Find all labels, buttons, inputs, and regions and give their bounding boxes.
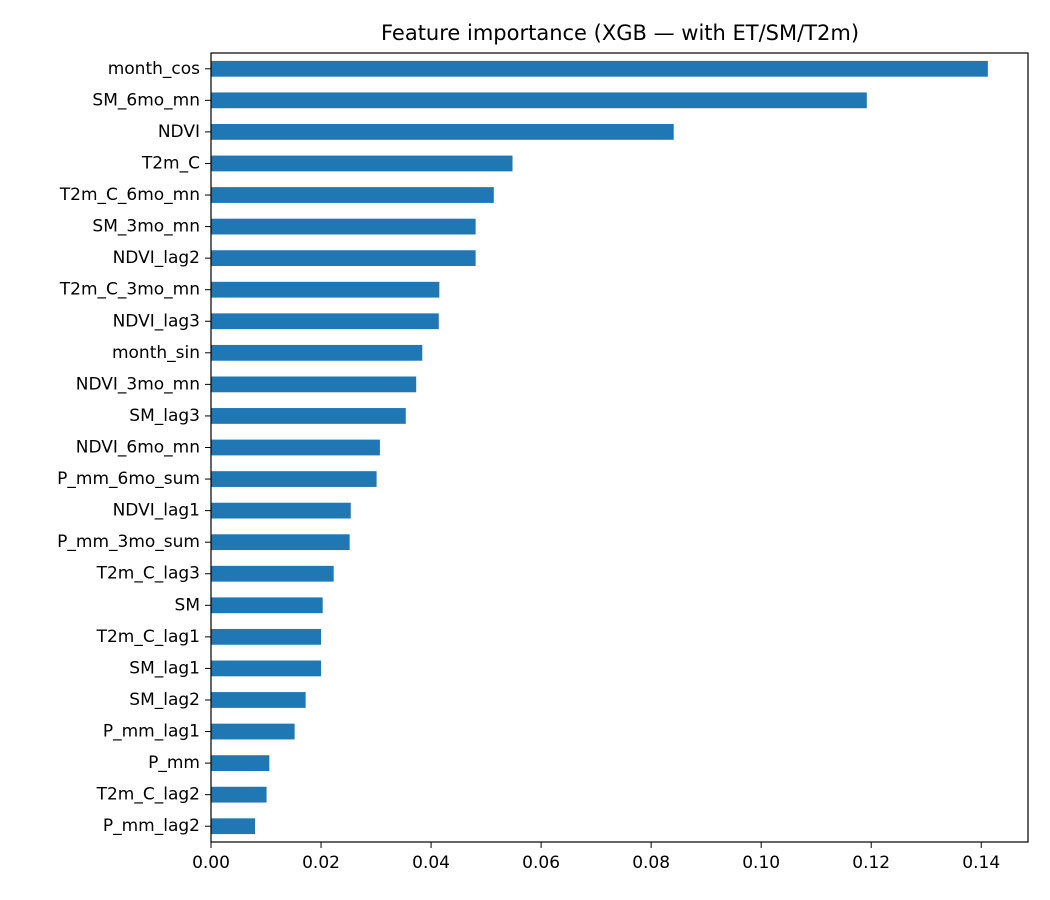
y-tick-label: SM_6mo_mn: [92, 90, 200, 110]
y-tick-label: NDVI_3mo_mn: [76, 374, 200, 394]
x-tick-label: 0.06: [522, 853, 560, 873]
bar: [211, 565, 334, 582]
y-tick-label: P_mm_3mo_sum: [57, 532, 200, 552]
bar: [211, 534, 350, 551]
bar: [211, 344, 423, 361]
bar: [211, 155, 513, 172]
y-tick-label: SM_lag2: [129, 690, 200, 710]
bar: [211, 471, 377, 487]
chart-title: Feature importance (XGB — with ET/SM/T2m…: [381, 21, 859, 45]
bar: [211, 313, 439, 330]
bar: [211, 692, 306, 708]
bar: [211, 597, 323, 614]
bar: [211, 628, 322, 645]
bar: [211, 92, 867, 109]
y-tick-label: P_mm_lag2: [103, 816, 200, 836]
plot-frame: [210, 52, 1029, 843]
y-tick-label: NDVI_lag1: [113, 501, 200, 521]
y-tick-label: NDVI: [158, 122, 200, 142]
x-tick-label: 0.12: [852, 853, 890, 873]
y-tick-label: SM_lag3: [129, 406, 200, 426]
x-tick-label: 0.02: [302, 853, 340, 873]
y-tick-label: P_mm_lag1: [103, 722, 200, 742]
bar: [211, 660, 322, 677]
y-tick-label: NDVI_6mo_mn: [76, 438, 200, 458]
y-tick-label: NDVI_lag2: [113, 248, 200, 268]
y-axis: month_cos SM_6mo_mn NDVI T2m_C T2m_C_6mo_mn S…: [57, 59, 211, 836]
y-tick-label: P_mm_6mo_sum: [57, 469, 200, 489]
x-axis: 0.00 0.02 0.04 0.06 0.08 0.10 0.12 0.14: [192, 842, 1000, 873]
y-tick-label: NDVI_lag3: [113, 311, 200, 331]
bar: [211, 124, 674, 140]
bar: [211, 250, 476, 267]
bar: [211, 60, 988, 77]
y-tick-label: T2m_C_lag3: [96, 564, 200, 584]
y-tick-label: T2m_C: [141, 153, 200, 173]
y-tick-label: T2m_C_lag1: [96, 627, 200, 647]
y-tick-label: month_cos: [108, 59, 200, 79]
x-tick-label: 0.00: [192, 853, 230, 873]
y-tick-label: SM_3mo_mn: [92, 217, 200, 237]
x-tick-label: 0.08: [632, 853, 670, 873]
bar: [211, 218, 476, 235]
x-tick-label: 0.10: [742, 853, 780, 873]
y-tick-label: T2m_C_lag2: [96, 785, 200, 805]
bar: [211, 439, 380, 456]
bar: [211, 723, 295, 740]
x-tick-label: 0.14: [962, 853, 1000, 873]
x-tick-label: 0.04: [412, 853, 450, 873]
y-tick-label: T2m_C_6mo_mn: [59, 185, 200, 205]
bar: [211, 818, 256, 835]
y-tick-label: SM_lag1: [129, 658, 200, 678]
bar: [211, 281, 440, 298]
bar: [211, 755, 270, 771]
bar: [211, 187, 494, 203]
bar: [211, 376, 417, 393]
y-tick-label: T2m_C_3mo_mn: [59, 280, 200, 300]
bar: [211, 786, 267, 803]
bar: [211, 502, 351, 519]
y-tick-label: month_sin: [112, 343, 200, 363]
y-tick-label: P_mm: [148, 753, 200, 773]
y-tick-label: SM: [175, 595, 200, 615]
bars-group: [211, 60, 988, 835]
bar: [211, 408, 406, 424]
